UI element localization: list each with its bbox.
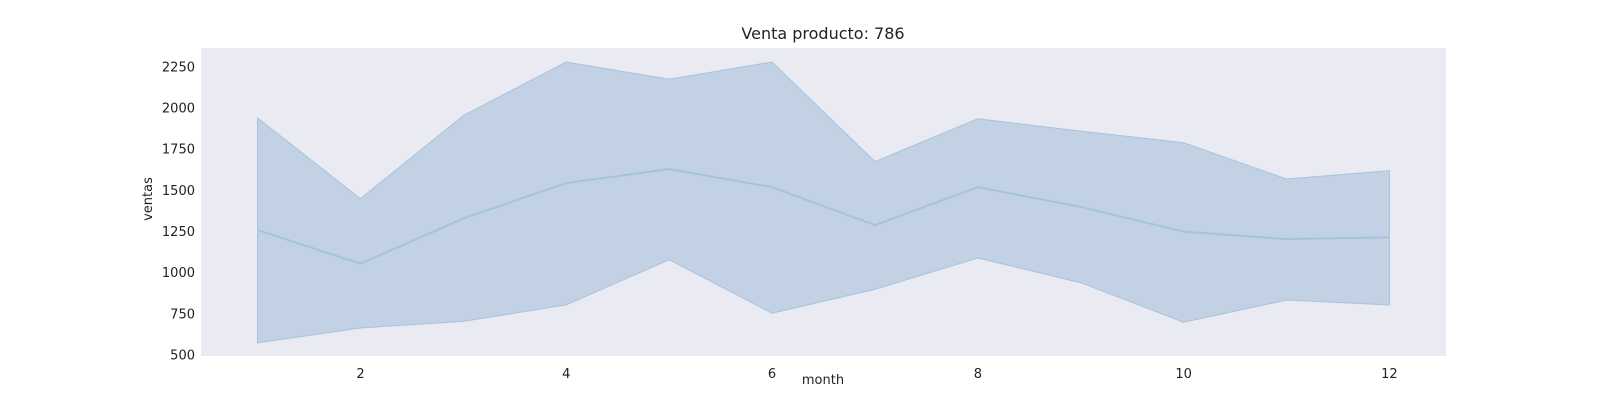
- y-axis-ticks: 500 750 1000 1250 1500 1750 2000 2250: [162, 60, 195, 363]
- y-tick-label: 1750: [162, 143, 195, 158]
- x-tick-label: 10: [1175, 367, 1192, 382]
- y-tick-label: 1500: [162, 184, 195, 199]
- y-tick-label: 500: [170, 349, 195, 364]
- x-axis-label: month: [802, 373, 844, 388]
- x-tick-label: 12: [1381, 367, 1398, 382]
- series-line: [257, 168, 1390, 265]
- y-tick-label: 750: [170, 307, 195, 322]
- x-tick-label: 6: [768, 367, 776, 382]
- y-tick-label: 1250: [162, 225, 195, 240]
- y-tick-label: 2250: [162, 60, 195, 75]
- chart-marks: [257, 61, 1390, 344]
- x-axis-ticks: 2 4 6 8 10 12: [356, 367, 1397, 382]
- x-tick-label: 2: [356, 367, 364, 382]
- chart-title: Venta producto: 786: [741, 24, 904, 43]
- confidence-band: [257, 61, 1390, 344]
- y-axis-label: ventas: [141, 177, 156, 221]
- y-tick-label: 1000: [162, 266, 195, 281]
- x-tick-label: 4: [562, 367, 570, 382]
- x-tick-label: 8: [974, 367, 982, 382]
- y-tick-label: 2000: [162, 101, 195, 116]
